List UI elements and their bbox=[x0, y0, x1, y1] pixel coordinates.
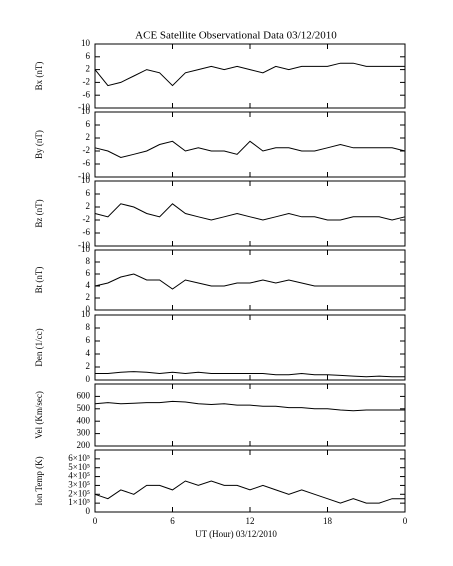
y-tick-label: 0 bbox=[86, 374, 91, 384]
y-tick-label: 400 bbox=[77, 415, 91, 425]
y-tick-label: -2 bbox=[83, 145, 91, 155]
y-tick-label: 8 bbox=[86, 256, 91, 266]
y-tick-label: -10 bbox=[78, 171, 90, 181]
y-tick-label: 1×10⁵ bbox=[68, 497, 90, 507]
y-tick-label: 6 bbox=[86, 51, 91, 61]
y-tick-label: -6 bbox=[83, 158, 91, 168]
y-axis-label: Bt (nT) bbox=[34, 267, 44, 294]
y-axis-label: Den (1/cc) bbox=[34, 328, 44, 366]
y-tick-label: 2 bbox=[86, 64, 91, 74]
y-tick-label: 3×10⁵ bbox=[68, 479, 90, 489]
y-tick-label: 300 bbox=[77, 428, 91, 438]
y-tick-label: 4 bbox=[86, 348, 91, 358]
data-line bbox=[94, 273, 405, 290]
panel-frame bbox=[94, 43, 406, 109]
panel-frame bbox=[94, 180, 406, 247]
x-tick-label: 0 bbox=[403, 516, 408, 526]
y-tick-label: 2 bbox=[86, 201, 91, 211]
y-tick-label: 10 bbox=[81, 106, 91, 116]
y-tick-label: -6 bbox=[83, 227, 91, 237]
y-tick-label: 10 bbox=[81, 175, 91, 185]
y-tick-label: -10 bbox=[78, 240, 90, 250]
y-axis-label: Ion Temp (K) bbox=[34, 456, 44, 505]
y-axis-label: Bx (nT) bbox=[34, 62, 44, 91]
y-axis-label: Bz (nT) bbox=[34, 199, 44, 227]
y-tick-label: 10 bbox=[81, 38, 91, 48]
y-tick-label: 6×10⁵ bbox=[68, 453, 90, 463]
y-tick-label: -6 bbox=[83, 89, 91, 99]
y-tick-label: 8 bbox=[86, 322, 91, 332]
data-line bbox=[94, 400, 405, 412]
y-tick-label: -2 bbox=[83, 76, 91, 86]
y-tick-label: -2 bbox=[83, 214, 91, 224]
y-tick-label: 10 bbox=[81, 244, 91, 254]
y-tick-label: 2 bbox=[86, 132, 91, 142]
y-tick-label: 2 bbox=[86, 361, 91, 371]
x-tick-label: 12 bbox=[246, 516, 255, 526]
y-tick-label: 200 bbox=[77, 440, 91, 450]
y-tick-label: 2×10⁵ bbox=[68, 488, 90, 498]
y-tick-label: 2 bbox=[86, 292, 91, 302]
y-tick-label: 4 bbox=[86, 280, 91, 290]
data-line bbox=[94, 62, 405, 87]
data-line bbox=[94, 140, 406, 159]
y-tick-label: 4×10⁵ bbox=[68, 471, 90, 481]
y-tick-label: 5×10⁵ bbox=[68, 462, 90, 472]
data-line bbox=[95, 371, 405, 378]
panel-frame bbox=[94, 249, 406, 311]
y-axis-label: Vel (Km/sec) bbox=[34, 391, 44, 439]
panel-frame bbox=[94, 449, 406, 513]
y-tick-label: 6 bbox=[86, 335, 91, 345]
y-tick-label: 600 bbox=[77, 390, 91, 400]
x-tick-label: 18 bbox=[323, 516, 333, 526]
x-axis-label: UT (Hour) 03/12/2010 bbox=[195, 529, 277, 539]
y-tick-label: 6 bbox=[86, 188, 91, 198]
panel-frame bbox=[94, 383, 406, 447]
data-line bbox=[94, 480, 405, 504]
x-tick-label: 0 bbox=[93, 516, 98, 526]
panel-frame bbox=[94, 314, 406, 381]
y-tick-label: 0 bbox=[86, 506, 91, 516]
y-tick-label: 6 bbox=[86, 268, 91, 278]
y-axis-label: By (nT) bbox=[34, 130, 44, 159]
chart-title: ACE Satellite Observational Data 03/12/2… bbox=[135, 30, 337, 42]
data-line bbox=[94, 203, 406, 221]
y-tick-label: 500 bbox=[77, 403, 91, 413]
panel-frame bbox=[94, 111, 406, 178]
x-tick-label: 6 bbox=[170, 516, 175, 526]
y-tick-label: 10 bbox=[81, 309, 91, 319]
y-tick-label: -10 bbox=[78, 102, 90, 112]
y-tick-label: 0 bbox=[86, 304, 91, 314]
y-tick-label: 6 bbox=[86, 119, 91, 129]
